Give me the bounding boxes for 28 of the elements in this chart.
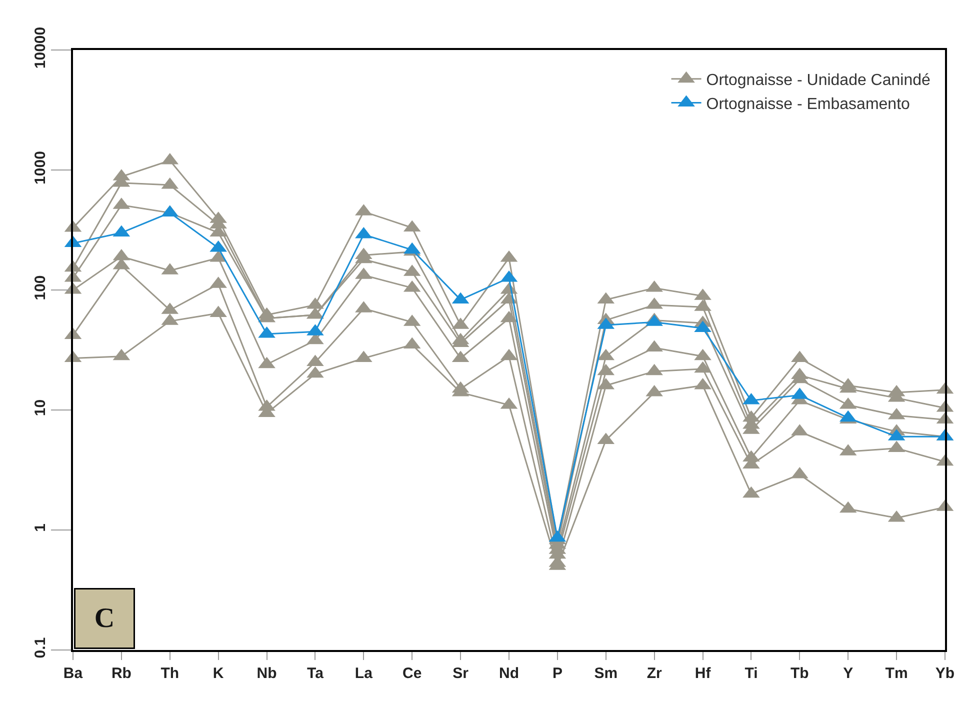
x-tick-label: Tm	[885, 665, 908, 682]
y-tick-label: 10000	[32, 26, 49, 69]
x-tick-label: P	[552, 665, 562, 682]
x-tick-label: Nd	[499, 665, 519, 682]
x-tick-label: K	[212, 665, 224, 682]
x-tick-label: Ce	[402, 665, 422, 682]
x-tick-label: Zr	[646, 665, 662, 682]
x-tick-label: Rb	[111, 665, 132, 682]
x-tick-label: Ti	[744, 665, 758, 682]
y-tick-label: 100	[32, 275, 49, 300]
x-tick-label: Yb	[935, 665, 955, 682]
annotation: C	[94, 603, 115, 634]
x-tick-label: Nb	[256, 665, 277, 682]
x-tick-label: Ta	[307, 665, 324, 682]
y-tick-label: 1	[32, 524, 49, 532]
x-tick-label: Tb	[790, 665, 809, 682]
legend-label: Ortognaisse - Embasamento	[706, 96, 910, 113]
y-tick-label: 10	[32, 399, 49, 416]
x-tick-label: Th	[160, 665, 180, 682]
y-tick-label: 1000	[32, 151, 49, 184]
x-tick-label: La	[354, 665, 374, 682]
x-tick-label: Y	[843, 665, 854, 682]
x-tick-label: Sm	[594, 665, 618, 682]
x-tick-label: Hf	[694, 665, 712, 682]
legend-label: Ortognaisse - Unidade Canindé	[706, 72, 931, 90]
x-tick-label: Sr	[452, 665, 469, 682]
y-tick-label: 0.1	[32, 637, 49, 658]
x-tick-label: Ba	[63, 665, 84, 682]
